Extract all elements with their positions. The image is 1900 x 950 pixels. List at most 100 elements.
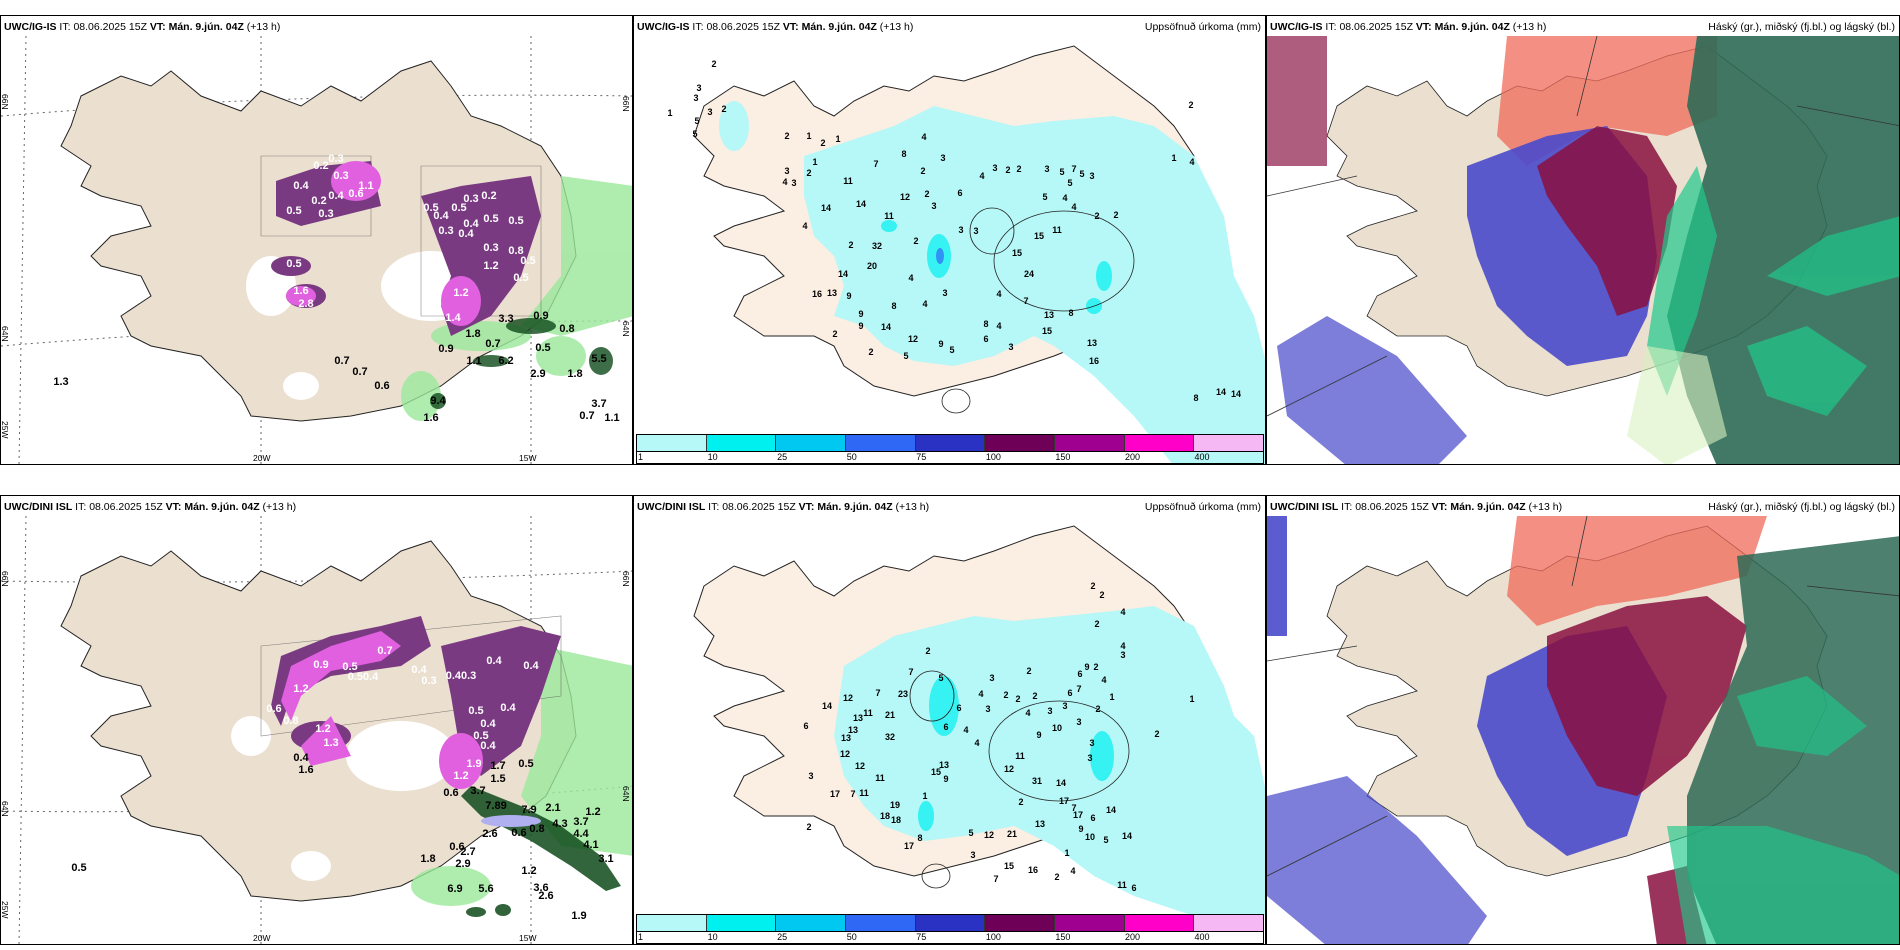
colorbar-swatch — [846, 915, 916, 931]
border-lines — [1267, 515, 1899, 877]
value-label: 0.5 — [71, 862, 87, 874]
value-label: 4 — [1120, 607, 1126, 617]
value-label: 2 — [1015, 694, 1021, 704]
value-label: 12 — [839, 749, 851, 759]
value-label: 14 — [1215, 387, 1227, 397]
value-label: 0.40.3 — [445, 670, 477, 682]
value-label: 5 — [1079, 169, 1085, 179]
value-label: 3 — [1044, 164, 1050, 174]
value-label: 1 — [1189, 694, 1195, 704]
colorbar-tick: 200 — [1124, 452, 1140, 462]
lat-label: 64N — [621, 786, 631, 802]
colorbar-swatch — [1124, 915, 1195, 931]
value-label: 3 — [973, 226, 979, 236]
value-label: 2 — [924, 189, 930, 199]
vt-label: VT: — [165, 501, 182, 513]
value-label: 2 — [1093, 662, 1099, 672]
value-label: 0.2 — [481, 190, 497, 202]
value-label: 3.3 — [498, 313, 514, 325]
lat-label: 66N — [621, 96, 631, 112]
value-label: 0.9 — [313, 659, 329, 671]
value-label: 11 — [1117, 880, 1127, 890]
vt-value: Mán. 9.jún. 04Z — [817, 501, 893, 513]
value-label: 7 — [1071, 164, 1077, 174]
value-label: 6.2 — [498, 355, 514, 367]
value-label: 0.8 — [283, 715, 299, 727]
value-label: 1.8 — [567, 368, 583, 380]
value-label: 3.7 — [573, 816, 589, 828]
value-label: 2 — [784, 131, 790, 141]
value-label: 1.1 — [358, 180, 374, 192]
value-label: 2 — [1099, 590, 1105, 600]
value-label: 3 — [931, 201, 937, 211]
value-label: 7 — [1071, 803, 1077, 813]
colorbar-tick: 50 — [846, 452, 857, 462]
value-label: 0.3 — [463, 193, 479, 205]
value-label: 32 — [884, 732, 896, 742]
value-label: 3 — [992, 163, 998, 173]
colorbar-swatch — [706, 435, 777, 451]
value-label: 3 — [707, 107, 713, 117]
colorbar-tick: 10 — [707, 932, 718, 942]
value-label: 12 — [842, 693, 854, 703]
value-label: 7 — [1076, 684, 1082, 694]
iceland-land — [60, 540, 577, 902]
panel-top-right: UWC/IG-IS IT: 08.06.2025 15Z VT: Mán. 9.… — [1266, 15, 1900, 465]
value-label: 1.1 — [466, 355, 482, 367]
value-label: 1.8 — [420, 853, 436, 865]
value-label: 0.3 — [438, 225, 454, 237]
lon-label: 25W — [0, 901, 10, 919]
value-label: 3 — [1089, 738, 1095, 748]
value-label: 21 — [884, 710, 896, 720]
high-cloud-light — [1647, 166, 1899, 416]
value-label: 3 — [1008, 342, 1014, 352]
value-label: 4 — [921, 132, 927, 142]
value-label: 4.3 — [552, 818, 568, 830]
colorbar-ticks: 1 10 25 50 75 100 150 200 400 — [636, 932, 1264, 944]
colorbar-swatch — [846, 435, 916, 451]
value-label: 1.8 — [465, 328, 481, 340]
colorbar-tick: 1 — [638, 452, 644, 462]
value-label: 4 — [974, 738, 980, 748]
value-label: 0.7 — [485, 338, 501, 350]
value-label: 12 — [854, 761, 866, 771]
warm-high-cloud — [1507, 516, 1767, 626]
value-label: 5 — [694, 116, 700, 126]
value-label: 0.6 — [511, 827, 527, 839]
value-label: 3 — [808, 771, 814, 781]
value-label: 2 — [1154, 729, 1160, 739]
value-label: 6.9 — [447, 883, 463, 895]
value-label: 1.2 — [483, 260, 499, 272]
value-label: 0.2 — [311, 195, 327, 207]
value-label: 8 — [983, 319, 989, 329]
value-label: 0.9 — [533, 310, 549, 322]
colorbar-ticks: 1 10 25 50 75 100 150 200 400 — [636, 452, 1264, 464]
value-label: 7 — [850, 789, 856, 799]
wind-precip-map — [1, 515, 632, 944]
lead-time: (+13 h) — [1512, 21, 1547, 33]
value-label: 0.4 — [500, 702, 516, 714]
value-label: 12 — [907, 334, 919, 344]
value-label: 0.6 — [443, 787, 459, 799]
lat-label: 64N — [0, 801, 10, 817]
model-name: UWC/DINI ISL — [1270, 501, 1339, 513]
value-label: 0.7 — [579, 410, 595, 422]
value-label: 2.8 — [298, 298, 314, 310]
value-label: 0.50.4 — [347, 671, 379, 683]
value-label: 0.6 — [348, 188, 364, 200]
panel-bottom-middle: UWC/DINI ISL IT: 08.06.2025 15Z VT: Mán.… — [633, 495, 1266, 945]
value-label: 15 — [1011, 248, 1023, 258]
value-label: 6 — [1067, 688, 1073, 698]
value-label: 2 — [1016, 164, 1022, 174]
value-label: 4 — [1189, 157, 1195, 167]
value-label: 1.5 — [490, 773, 506, 785]
value-label: 1.3 — [53, 376, 69, 388]
value-label: 13 — [826, 288, 838, 298]
it-label: IT: — [75, 501, 87, 513]
vt-label: VT: — [798, 501, 815, 513]
it-value: 08.06.2025 15Z — [1339, 21, 1413, 33]
value-label: 10 — [1051, 723, 1063, 733]
accumulated-precip-map — [693, 45, 1265, 464]
value-label: 24 — [1023, 269, 1035, 279]
value-label: 7 — [875, 688, 881, 698]
